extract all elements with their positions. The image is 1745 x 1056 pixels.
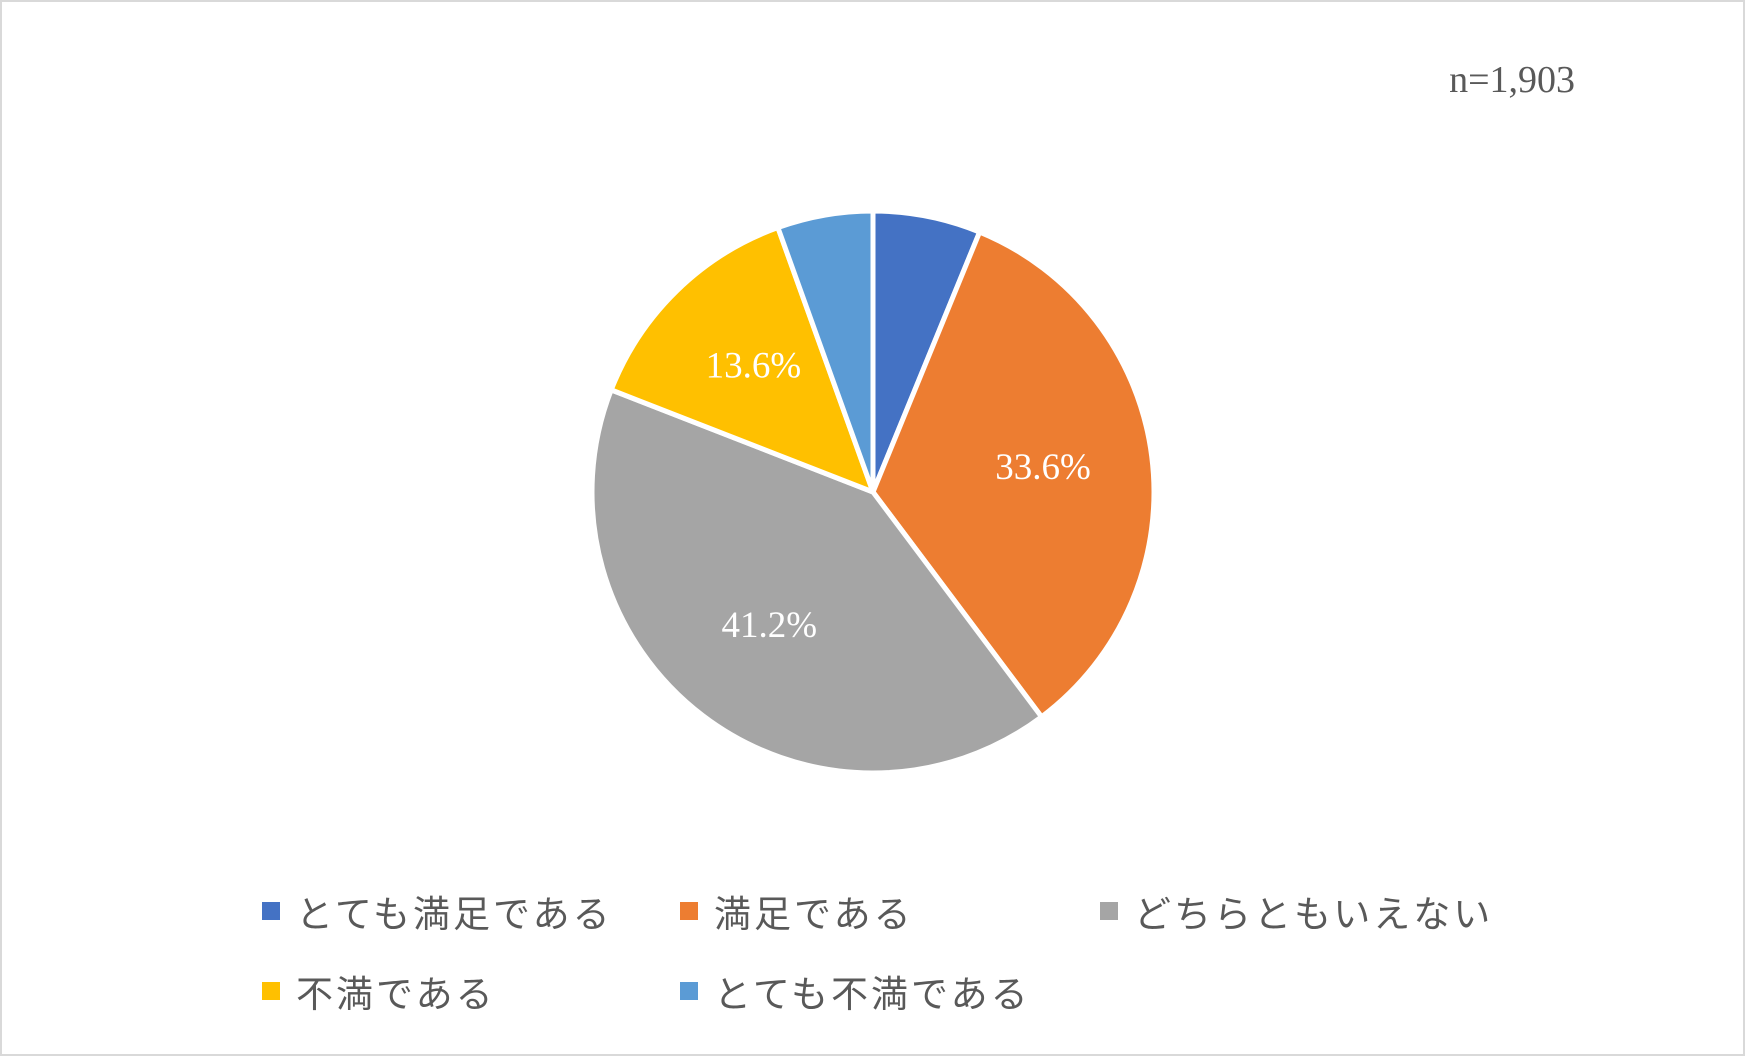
legend-label: とても不満である <box>714 973 1031 1016</box>
legend-swatch <box>680 902 698 920</box>
slice-satisfied <box>870 229 1157 720</box>
pie-slices <box>589 208 1157 776</box>
data-label-satisfied: 33.6% <box>995 447 1091 488</box>
slice-dissatisfied <box>608 225 876 495</box>
legend-swatch <box>680 982 698 1000</box>
sample-size-label: n=1,903 <box>1449 59 1575 101</box>
legend-item-very-satisfied: とても満足である <box>262 886 613 936</box>
legend-item-satisfied: 満足である <box>680 886 914 936</box>
legend-label: 満足である <box>714 893 914 936</box>
legend-item-neutral: どちらともいえない <box>1100 886 1493 936</box>
legend-row-1: とても満足である 満足である どちらともいえない <box>262 886 1562 936</box>
legend-swatch <box>262 902 280 920</box>
pie-data-labels: 33.6% 41.2% 13.6% <box>706 346 1091 646</box>
legend-label: 不満である <box>296 973 496 1016</box>
slice-very-dissatisfied <box>775 208 876 495</box>
legend-row-2: 不満である とても不満である <box>262 966 1562 1016</box>
legend-label: とても満足である <box>296 893 613 936</box>
legend-item-dissatisfied: 不満である <box>262 966 496 1016</box>
legend-label: どちらともいえない <box>1134 893 1494 936</box>
legend-item-very-dissatisfied: とても不満である <box>680 966 1031 1016</box>
legend-swatch <box>262 982 280 1000</box>
legend-swatch <box>1100 902 1118 920</box>
data-label-neutral: 41.2% <box>722 605 818 646</box>
slice-neutral <box>589 387 1045 776</box>
data-label-dissatisfied: 13.6% <box>706 346 802 387</box>
